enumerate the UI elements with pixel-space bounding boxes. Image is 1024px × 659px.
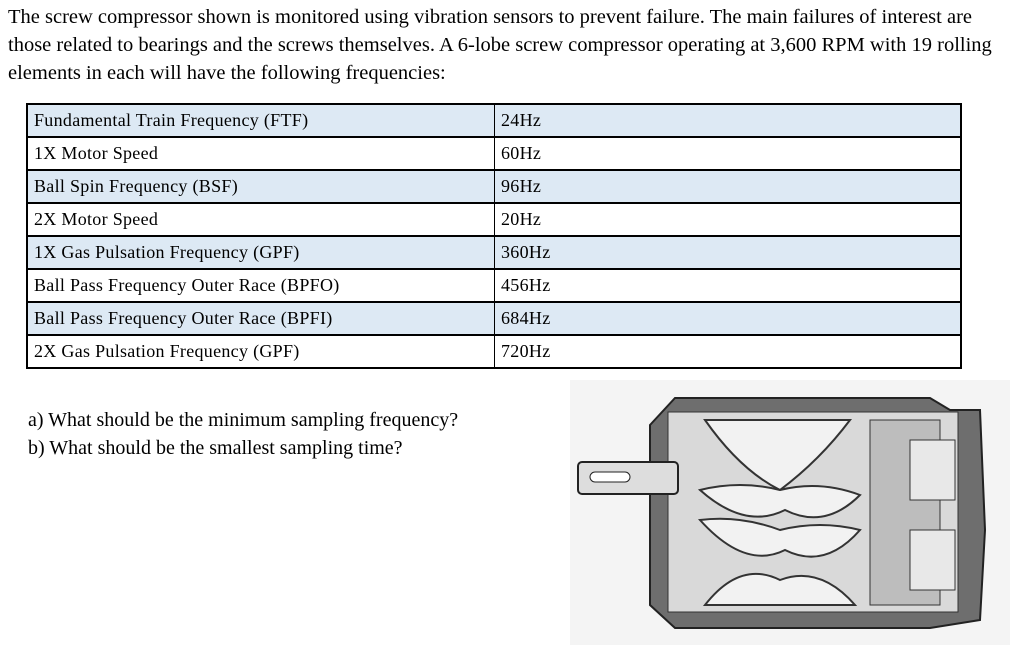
- table-row: 1X Gas Pulsation Frequency (GPF) 360Hz: [27, 236, 961, 270]
- frequency-name: 1X Motor Speed: [27, 137, 495, 171]
- frequency-value: 720Hz: [494, 335, 961, 369]
- frequency-value: 20Hz: [494, 203, 961, 237]
- table-row: Ball Spin Frequency (BSF) 96Hz: [27, 170, 961, 204]
- frequency-value: 24Hz: [494, 104, 961, 138]
- frequency-name: 2X Motor Speed: [27, 203, 495, 237]
- bearing-upper: [909, 439, 956, 501]
- question-b: b) What should be the smallest sampling …: [28, 437, 403, 459]
- rotor-lobes: [697, 419, 862, 606]
- table-row: 1X Motor Speed 60Hz: [27, 137, 961, 171]
- question-a: a) What should be the minimum sampling f…: [28, 409, 459, 431]
- frequency-value: 60Hz: [494, 137, 961, 171]
- frequency-value: 360Hz: [494, 236, 961, 270]
- frequency-name: 1X Gas Pulsation Frequency (GPF): [27, 236, 495, 270]
- frequency-value: 456Hz: [494, 269, 961, 303]
- table-row: Ball Pass Frequency Outer Race (BPFI) 684…: [27, 302, 961, 336]
- bearing-lower: [909, 529, 956, 591]
- frequency-name: 2X Gas Pulsation Frequency (GPF): [27, 335, 495, 369]
- frequency-value: 684Hz: [494, 302, 961, 336]
- keyway: [589, 471, 631, 483]
- frequency-name: Ball Spin Frequency (BSF): [27, 170, 495, 204]
- compressor-illustration: [570, 380, 1010, 645]
- table-row: Fundamental Train Frequency (FTF) 24Hz: [27, 104, 961, 138]
- frequency-table: Fundamental Train Frequency (FTF) 24Hz 1X …: [26, 103, 962, 369]
- problem-statement: The screw compressor shown is monitored …: [8, 6, 992, 84]
- table-row: Ball Pass Frequency Outer Race (BPFO) 456…: [27, 269, 961, 303]
- table-row: 2X Gas Pulsation Frequency (GPF) 720Hz: [27, 335, 961, 369]
- frequency-name: Fundamental Train Frequency (FTF): [27, 104, 495, 138]
- frequency-name: Ball Pass Frequency Outer Race (BPFO): [27, 269, 495, 303]
- table-body: Fundamental Train Frequency (FTF) 24Hz 1X …: [27, 104, 961, 369]
- frequency-value: 96Hz: [494, 170, 961, 204]
- table-row: 2X Motor Speed 20Hz: [27, 203, 961, 237]
- frequency-name: Ball Pass Frequency Outer Race (BPFI): [27, 302, 495, 336]
